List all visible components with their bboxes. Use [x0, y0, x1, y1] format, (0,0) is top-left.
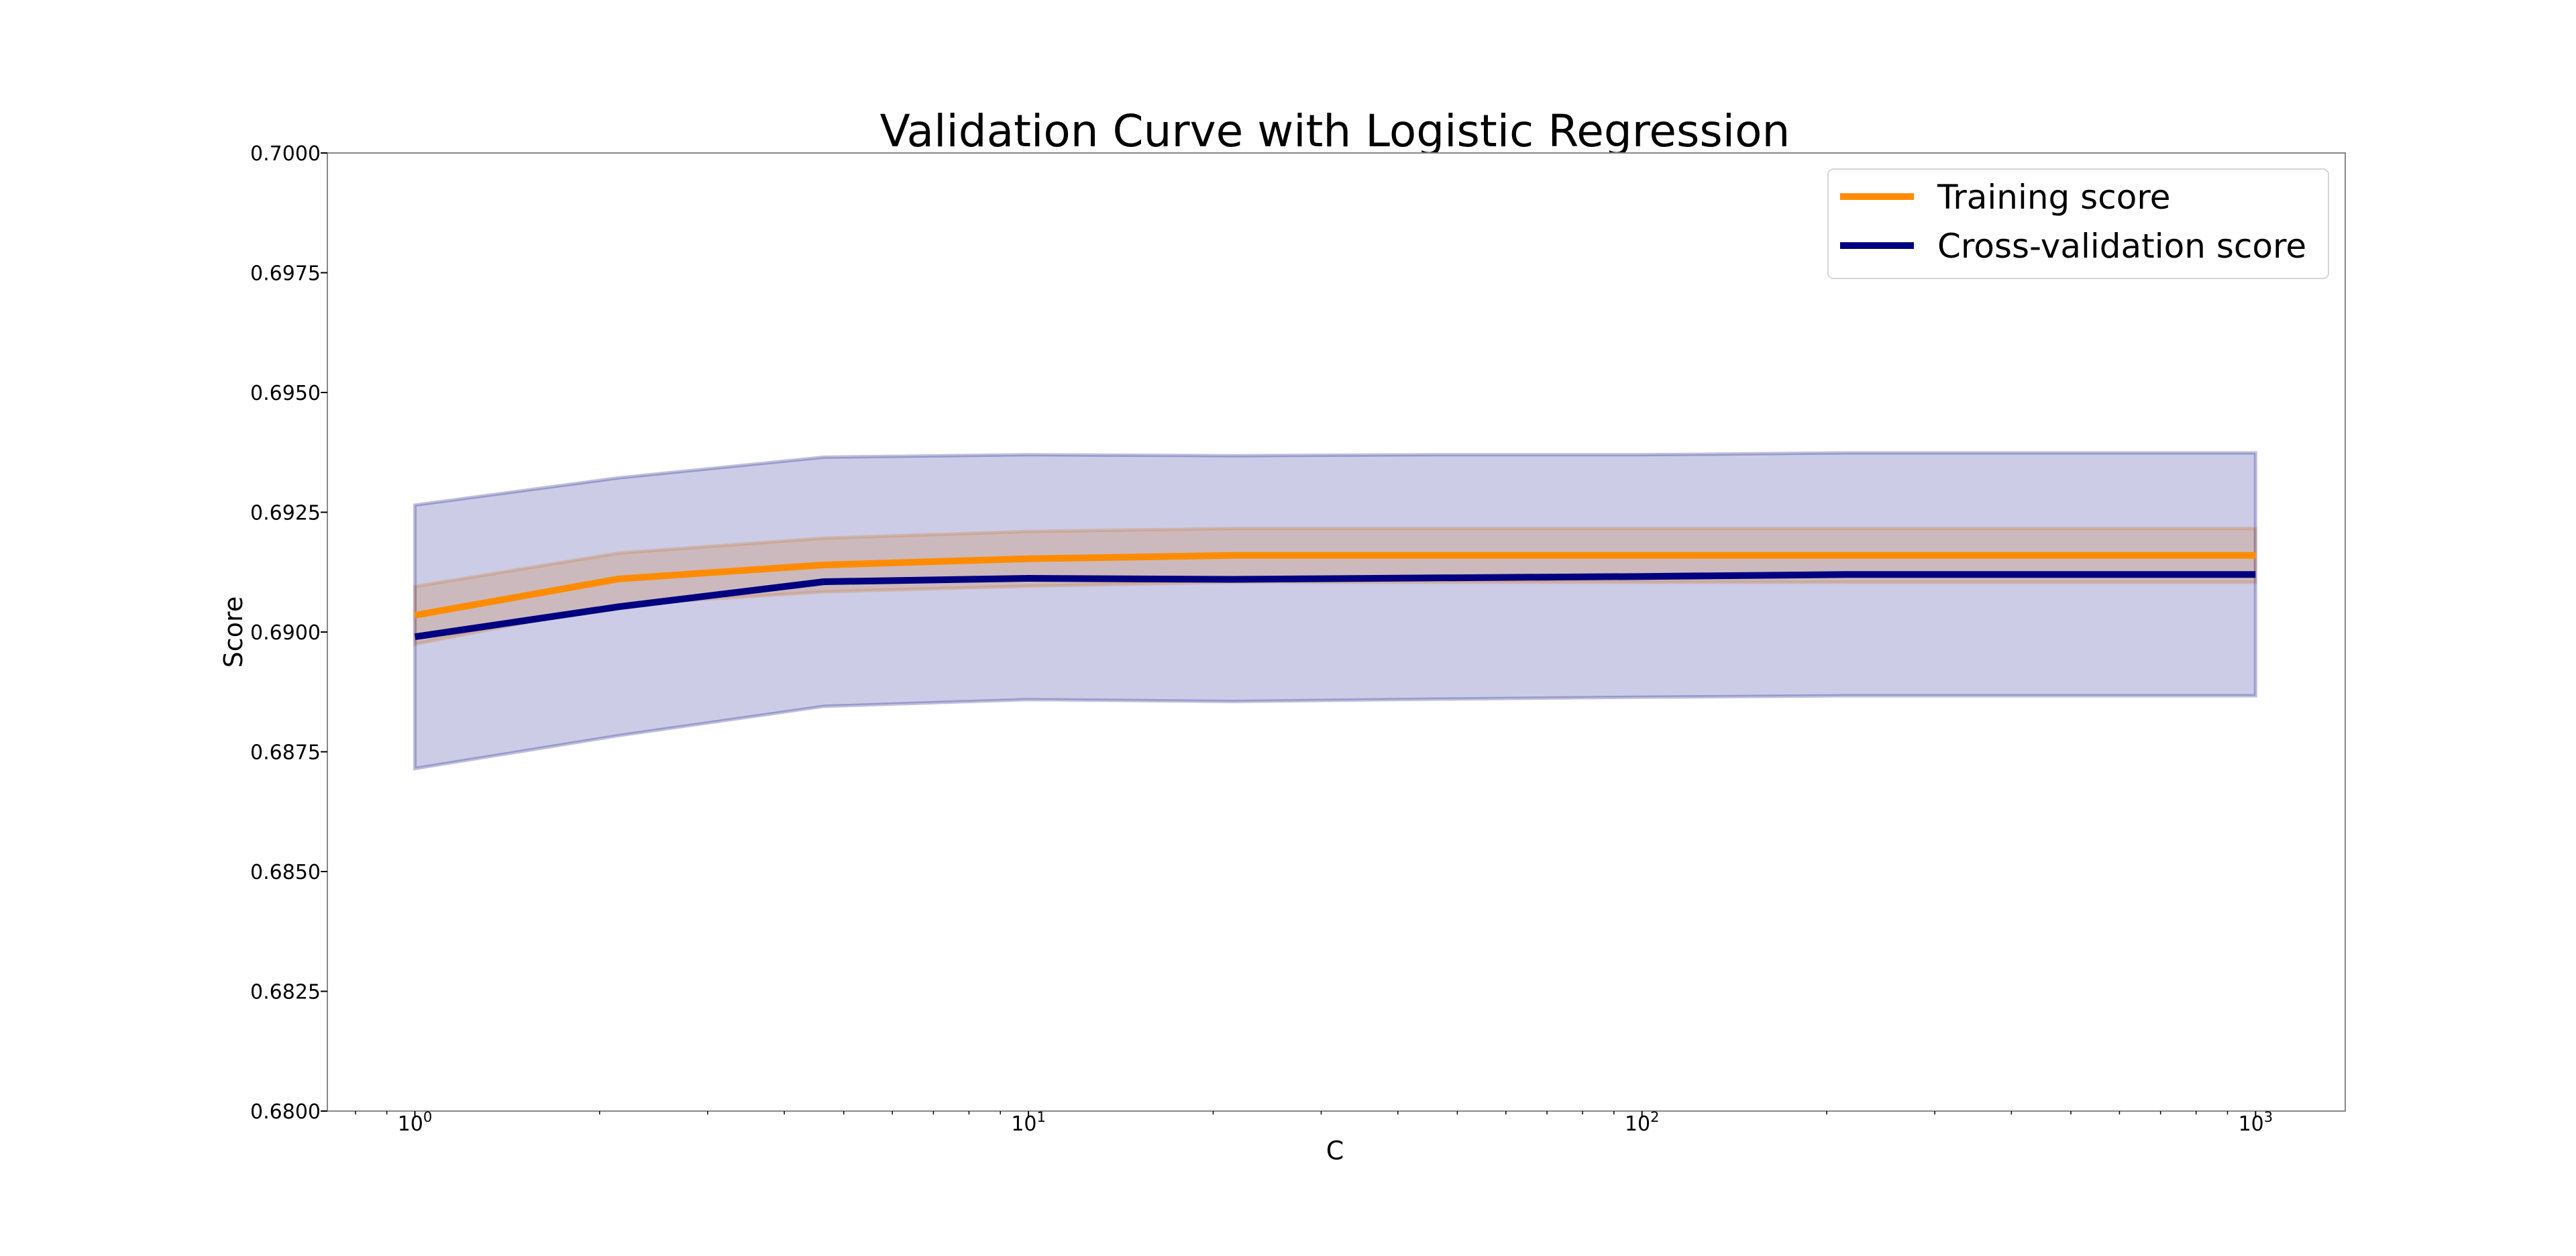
- plot-area: [327, 152, 2346, 1112]
- y-tick-label: 0.6850: [250, 861, 321, 884]
- x-tick-label: 103: [2239, 1109, 2273, 1136]
- x-tick-label: 100: [398, 1109, 433, 1136]
- y-tick-label: 0.6875: [250, 741, 321, 765]
- y-tick-label: 0.6800: [250, 1100, 321, 1124]
- x-axis-label: C: [1326, 1136, 1344, 1165]
- y-tick-label: 0.6975: [250, 262, 321, 286]
- y-axis: 0.6800 0.6825 0.6850 0.6875 0.6900 0.6925 0.69…: [250, 142, 327, 1124]
- x-tick-label: 102: [1625, 1109, 1660, 1136]
- y-tick-label: 0.6900: [250, 621, 321, 645]
- y-tick-label: 0.6925: [250, 502, 321, 525]
- plot-background: [327, 153, 2345, 1111]
- x-axis: 100 101 102 103: [355, 1109, 2273, 1136]
- y-axis-label: Score: [219, 596, 248, 668]
- chart-title: Validation Curve with Logistic Regressio…: [880, 105, 1790, 157]
- y-tick-label: 0.7000: [250, 142, 321, 166]
- x-tick-label: 101: [1011, 1109, 1046, 1136]
- y-tick-label: 0.6825: [250, 981, 321, 1004]
- legend: Training score Cross-validation score: [1827, 168, 2329, 279]
- legend-frame: [1827, 168, 2329, 279]
- y-tick-label: 0.6950: [250, 382, 321, 405]
- series-line-training: [414, 552, 2256, 619]
- series-line-cv: [414, 571, 2256, 641]
- legend-label-cv: Cross-validation score: [1937, 227, 2306, 266]
- band-cv: [413, 451, 2257, 771]
- series-lines: [414, 552, 2256, 641]
- legend-label-training: Training score: [1937, 178, 2171, 217]
